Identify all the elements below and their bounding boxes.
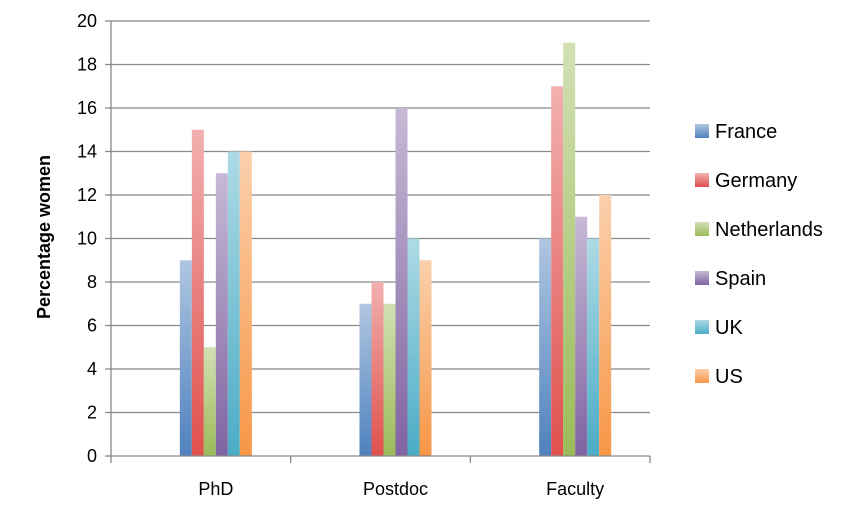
bar-france-faculty (539, 238, 552, 456)
x-tick-label: Postdoc (363, 479, 428, 499)
y-tick-label: 8 (87, 272, 97, 292)
y-tick-label: 2 (87, 403, 97, 423)
x-tick-label: PhD (198, 479, 233, 499)
bar-us-phd (239, 151, 252, 456)
bar-uk-postdoc (407, 238, 420, 456)
bar-netherlands-faculty (563, 42, 576, 456)
y-tick-label: 14 (77, 142, 97, 162)
y-tick-label: 0 (87, 446, 97, 466)
legend-label-uk: UK (715, 317, 743, 339)
x-tick-labels: PhD Postdoc Faculty (198, 479, 604, 499)
legend-label-spain: Spain (715, 268, 766, 290)
y-tick-label: 16 (77, 98, 97, 118)
legend: France Germany Netherlands Spain UK US (695, 121, 823, 388)
y-tick-label: 6 (87, 316, 97, 336)
bars (179, 42, 612, 456)
legend-swatch-france (695, 124, 709, 138)
y-tick-labels: 0 2 4 6 8 10 12 14 16 18 20 (77, 11, 97, 466)
bar-uk-faculty (587, 238, 600, 456)
y-tick-label: 12 (77, 185, 97, 205)
bar-spain-phd (215, 173, 228, 456)
axes (105, 20, 651, 463)
y-tick-label: 4 (87, 359, 97, 379)
y-axis-title: Percentage women (34, 155, 54, 319)
legend-label-netherlands: Netherlands (715, 219, 823, 241)
bar-us-faculty (599, 195, 612, 456)
y-tick-label: 18 (77, 55, 97, 75)
bar-germany-postdoc (371, 282, 384, 456)
y-tick-label: 20 (77, 11, 97, 31)
bar-netherlands-postdoc (383, 303, 396, 456)
bar-netherlands-phd (203, 347, 216, 456)
legend-label-france: France (715, 121, 777, 143)
bar-germany-faculty (551, 86, 564, 456)
bar-us-postdoc (419, 260, 432, 456)
legend-swatch-uk (695, 320, 709, 334)
bar-uk-phd (227, 151, 240, 456)
bar-spain-postdoc (395, 108, 408, 456)
bar-france-phd (179, 260, 192, 456)
legend-swatch-spain (695, 271, 709, 285)
legend-swatch-us (695, 369, 709, 383)
legend-swatch-germany (695, 173, 709, 187)
bar-france-postdoc (359, 303, 372, 456)
legend-label-germany: Germany (715, 170, 797, 192)
legend-swatch-netherlands (695, 222, 709, 236)
y-tick-label: 10 (77, 229, 97, 249)
bar-germany-phd (191, 129, 204, 456)
legend-label-us: US (715, 366, 743, 388)
x-tick-label: Faculty (546, 479, 604, 499)
bar-spain-faculty (575, 216, 588, 456)
